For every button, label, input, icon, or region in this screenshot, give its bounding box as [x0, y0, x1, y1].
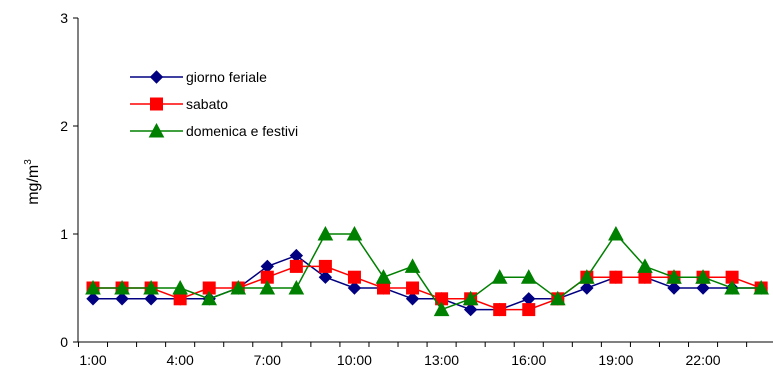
data-point [259, 279, 276, 295]
data-point [608, 225, 624, 241]
x-tick-label: 1:00 [79, 352, 106, 368]
legend-label: sabato [186, 96, 228, 112]
legend-marker [150, 97, 163, 111]
x-tick-label: 13:00 [424, 352, 459, 368]
data-point [289, 248, 304, 263]
legend: giorno feriale sabato domenica e festivi [130, 69, 298, 139]
data-point [318, 259, 332, 273]
data-point [173, 292, 187, 306]
data-point [143, 279, 159, 295]
y-tick-label: 0 [60, 334, 68, 350]
data-point [317, 225, 334, 241]
data-point [288, 279, 305, 295]
y-tick-label: 3 [60, 10, 68, 26]
legend-label: giorno feriale [186, 69, 267, 85]
data-point [172, 279, 188, 295]
data-point [114, 279, 130, 295]
data-point [667, 281, 681, 295]
data-point [115, 292, 129, 306]
legend-marker [149, 70, 164, 84]
legend-entry: giorno feriale [130, 69, 267, 85]
data-point [724, 279, 740, 295]
data-point [463, 302, 478, 317]
data-point [144, 292, 158, 306]
x-tick-label: 19:00 [598, 352, 633, 368]
series-layer [85, 225, 769, 317]
legend-marker [148, 122, 165, 138]
series-2 [85, 225, 769, 317]
data-point [609, 270, 623, 284]
data-point [347, 270, 361, 284]
legend-entry: domenica e festivi [130, 122, 298, 139]
data-point [377, 281, 390, 295]
data-point [520, 269, 537, 284]
data-point [375, 269, 392, 284]
data-point [549, 290, 566, 306]
data-point [522, 303, 536, 317]
data-point [404, 258, 421, 273]
data-point [637, 258, 653, 273]
axes-layer: 0 1 2 3 1:00 4:00 7:00 10:00 13:00 16:00 19:00 22:0… [60, 10, 773, 368]
x-tick-label: 7:00 [254, 352, 281, 368]
legend-entry: sabato [130, 96, 228, 112]
data-point [462, 290, 479, 306]
data-point [260, 259, 275, 274]
x-tick-label: 22:00 [686, 352, 721, 368]
data-point [579, 269, 595, 284]
data-point [406, 281, 420, 295]
y-axis-title-superscript: 3 [23, 159, 34, 165]
y-tick-label: 1 [60, 226, 68, 242]
data-point [493, 303, 507, 317]
data-point [753, 279, 769, 295]
data-point [85, 279, 101, 295]
x-tick-label: 16:00 [511, 352, 546, 368]
series-line [93, 254, 762, 311]
data-point [346, 225, 363, 241]
data-point [638, 270, 652, 284]
legend-label: domenica e festivi [186, 123, 298, 139]
data-point [666, 269, 682, 284]
x-tick-label: 10:00 [337, 352, 372, 368]
y-axis-title: mg/m3 [23, 159, 42, 205]
data-point [433, 301, 450, 317]
data-point [230, 279, 247, 295]
data-point [522, 292, 536, 306]
data-point [289, 259, 303, 273]
data-point [696, 281, 710, 295]
data-point [405, 292, 420, 306]
y-tick-label: 2 [60, 118, 68, 134]
data-point [580, 281, 594, 295]
x-tick-label: 4:00 [167, 352, 194, 368]
data-point [86, 292, 100, 306]
data-point [201, 290, 218, 306]
data-point [491, 269, 508, 284]
series-0 [86, 248, 768, 317]
data-point [695, 269, 711, 284]
data-point [347, 281, 362, 295]
data-point [318, 270, 333, 284]
